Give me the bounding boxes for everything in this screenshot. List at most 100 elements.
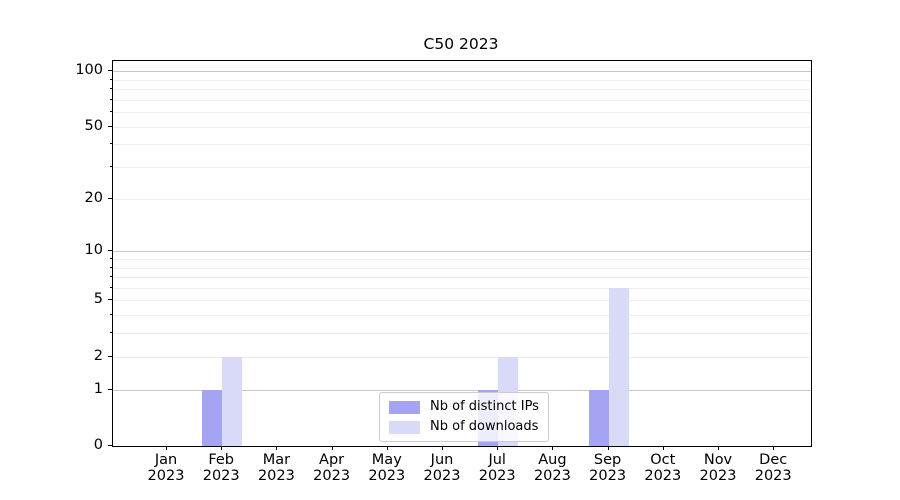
y-tick-label: 100 — [75, 62, 103, 78]
bar-distinct-ips — [202, 389, 223, 446]
y-minor-tick — [109, 87, 112, 89]
y-tick — [108, 70, 112, 71]
x-tick-label: Jun 2023 — [423, 452, 461, 484]
x-tick-label: Mar 2023 — [257, 452, 295, 484]
y-tick — [108, 299, 112, 301]
x-tick — [497, 446, 499, 450]
x-tick — [607, 446, 609, 450]
minor-gridline — [113, 315, 811, 317]
y-minor-tick — [109, 332, 112, 334]
x-tick — [718, 446, 719, 450]
x-label-year: 2023 — [699, 467, 737, 484]
x-label-month: Oct — [650, 452, 676, 468]
x-label-year: 2023 — [423, 467, 461, 484]
minor-gridline — [113, 267, 811, 269]
x-tick — [166, 446, 167, 450]
y-tick-label: 20 — [84, 189, 103, 206]
x-tick — [773, 446, 775, 450]
legend: Nb of distinct IPs Nb of downloads — [379, 392, 549, 442]
minor-gridline — [113, 333, 811, 335]
minor-gridline — [113, 300, 811, 302]
x-label-month: Apr — [319, 452, 345, 468]
y-tick-label: 10 — [84, 242, 103, 259]
plot-area: Nb of distinct IPs Nb of downloads — [112, 60, 812, 447]
minor-gridline — [113, 258, 811, 260]
minor-gridline — [113, 144, 811, 146]
y-minor-tick — [109, 276, 112, 277]
x-label-month: Jan — [154, 452, 178, 468]
x-label-month: Jul — [488, 452, 506, 468]
x-tick-label: Dec 2023 — [754, 452, 792, 484]
x-tick — [221, 446, 223, 450]
x-label-month: Mar — [262, 452, 291, 468]
y-minor-tick — [109, 111, 112, 112]
x-tick — [442, 446, 443, 450]
x-label-month: Aug — [538, 452, 567, 468]
y-minor-tick — [109, 143, 112, 145]
y-minor-tick — [109, 314, 112, 316]
minor-gridline — [113, 99, 811, 101]
x-label-month: May — [371, 452, 402, 468]
y-tick — [108, 355, 112, 357]
x-tick-label: Aug 2023 — [533, 452, 571, 484]
bar-downloads — [608, 287, 629, 446]
y-tick-label: 0 — [93, 437, 103, 453]
y-tick — [108, 445, 112, 446]
minor-gridline — [113, 112, 811, 113]
minor-gridline — [113, 126, 811, 128]
minor-gridline — [113, 79, 811, 81]
minor-gridline — [113, 167, 811, 168]
x-label-year: 2023 — [368, 467, 406, 484]
x-tick-label: Oct 2023 — [644, 452, 682, 484]
x-label-year: 2023 — [644, 467, 682, 484]
bar-distinct-ips — [588, 389, 609, 446]
x-label-month: Dec — [759, 452, 788, 468]
y-minor-tick — [109, 166, 112, 167]
legend-swatch-downloads — [389, 420, 420, 434]
y-tick-label: 2 — [93, 347, 103, 364]
y-tick-label: 5 — [93, 291, 103, 308]
x-label-month: Jun — [430, 452, 454, 468]
bar-downloads — [222, 356, 243, 446]
x-label-year: 2023 — [257, 467, 295, 484]
x-label-year: 2023 — [533, 467, 571, 484]
x-label-month: Feb — [208, 452, 235, 468]
legend-item-distinct-ips: Nb of distinct IPs — [389, 400, 539, 414]
x-tick-label: Jul 2023 — [478, 452, 516, 484]
x-tick-label: Nov 2023 — [699, 452, 737, 484]
x-tick-label: Feb 2023 — [203, 452, 240, 484]
minor-gridline — [113, 88, 811, 90]
x-tick-label: Apr 2023 — [313, 452, 351, 484]
y-tick-label: 50 — [84, 117, 103, 134]
x-label-year: 2023 — [589, 467, 627, 484]
x-label-year: 2023 — [313, 467, 351, 484]
y-minor-tick — [109, 257, 112, 259]
major-gridline — [113, 389, 811, 391]
y-tick — [108, 125, 112, 127]
x-label-month: Nov — [703, 452, 733, 468]
legend-label-downloads: Nb of downloads — [430, 419, 539, 434]
y-minor-tick — [109, 98, 112, 100]
x-tick-label: May 2023 — [368, 452, 406, 484]
x-tick-label: Sep 2023 — [589, 452, 627, 484]
minor-gridline — [113, 198, 811, 200]
major-gridline — [113, 71, 811, 72]
legend-swatch-distinct-ips — [389, 400, 420, 414]
legend-label-distinct-ips: Nb of distinct IPs — [430, 399, 539, 414]
y-minor-tick — [109, 286, 112, 288]
x-label-year: 2023 — [754, 467, 792, 484]
x-tick — [331, 446, 333, 450]
x-tick — [386, 446, 388, 450]
x-label-year: 2023 — [478, 467, 516, 484]
x-tick-label: Jan 2023 — [148, 452, 185, 484]
x-tick — [662, 446, 664, 450]
y-minor-tick — [109, 266, 112, 268]
x-label-month: Sep — [593, 452, 622, 468]
y-tick — [108, 250, 112, 252]
major-gridline — [113, 251, 811, 253]
y-tick — [108, 197, 112, 199]
x-tick — [276, 446, 278, 450]
minor-gridline — [113, 356, 811, 358]
y-tick — [108, 388, 112, 390]
